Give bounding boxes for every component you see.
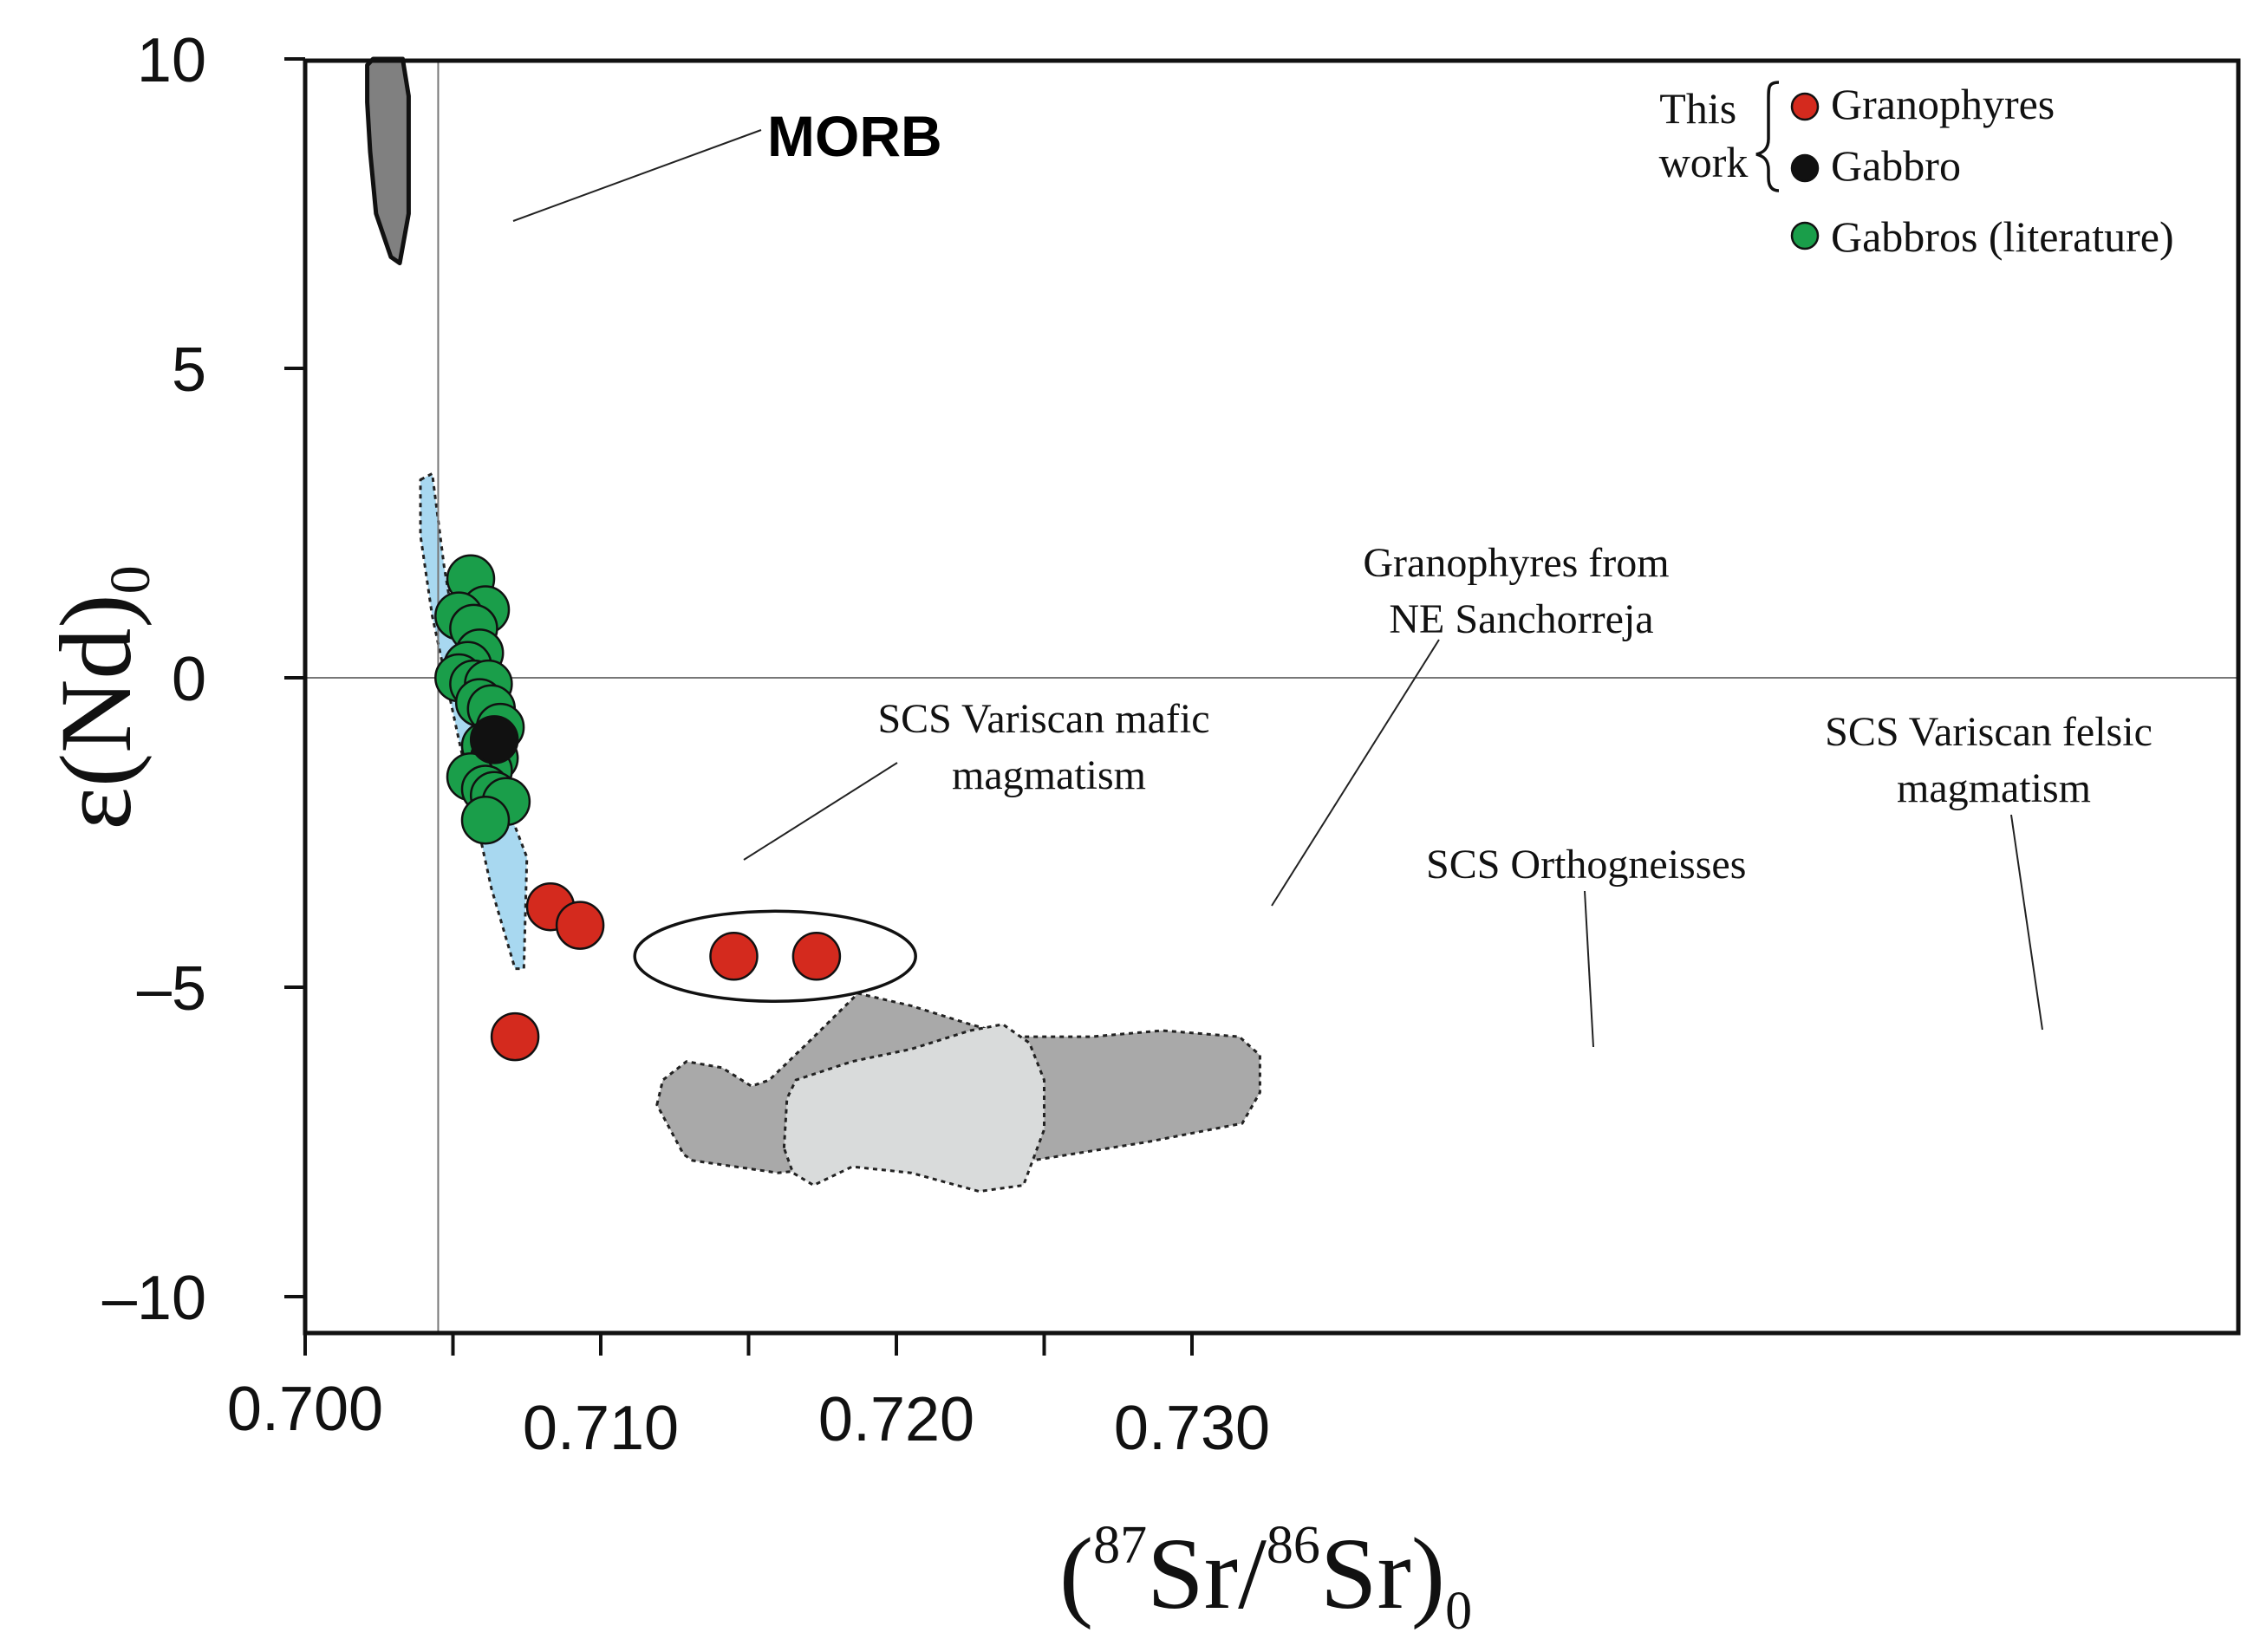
felsic-field-label-line1: SCS Variscan felsic (1825, 709, 2153, 755)
y-axis-title-main: ε(Nd) (39, 594, 153, 829)
y-axis-title-sub: 0 (99, 565, 162, 594)
x-axis-title-sub: 0 (1445, 1582, 1472, 1641)
y-axis-title: ε(Nd)0 (39, 565, 162, 829)
legend-label-gabbros-literature: Gabbros (literature) (1831, 212, 2174, 261)
plot-frame (303, 58, 2241, 1336)
point-granophyres-2 (555, 901, 605, 950)
morb-label: MORB (767, 104, 942, 168)
x-tick-label-0.720: 0.720 (818, 1385, 974, 1454)
legend-marker-granophyres (1790, 92, 1820, 121)
leader-morb (512, 129, 762, 222)
legend-marker-gabbro (1790, 153, 1820, 183)
y-tick-label-5: 5 (172, 335, 206, 405)
granophyres-ne-label: Granophyres from NE Sanchorreja (1363, 540, 1679, 642)
points (434, 554, 842, 1062)
axes: 0.700 0.710 0.720 0.730 10 5 0 –5 –10 (102, 26, 2241, 1463)
legend-label-granophyres: Granophyres (1831, 80, 2055, 128)
mafic-field-label: SCS Variscan mafic magmatism (877, 696, 1220, 798)
x-tick-label-0.710: 0.710 (523, 1394, 679, 1463)
point-granophyres-4 (709, 932, 759, 981)
x-tick-label-0.700: 0.700 (227, 1375, 383, 1444)
point-granophyres-3 (490, 1011, 540, 1062)
leader-lines (512, 129, 2043, 1048)
x-axis-title-sr-2: Sr) (1320, 1517, 1445, 1630)
granophyres-ne-ellipse (633, 909, 917, 1004)
felsic-field-label-line2: magmatism (1897, 765, 2091, 811)
y-tick-label-10: 10 (137, 26, 206, 95)
granophyres-ne-label-line2: NE Sanchorreja (1389, 596, 1653, 642)
orthogneiss-field-label: SCS Orthogneisses (1426, 842, 1746, 888)
mafic-field-label-line1: SCS Variscan mafic (877, 696, 1209, 742)
x-axis-title-sr-1: Sr/ (1147, 1517, 1267, 1630)
svg-text:ε(Nd)0: ε(Nd)0 (39, 565, 162, 829)
legend-marker-gabbros-literature (1790, 221, 1820, 250)
mafic-field-label-line2: magmatism (952, 752, 1146, 798)
x-axis-title-open: ( (1059, 1517, 1093, 1630)
leader-mafic (743, 762, 898, 861)
x-axis-title: (87Sr/86Sr)0 (1059, 1516, 1472, 1641)
y-tick-label-0: 0 (172, 645, 206, 714)
legend-brace (1755, 81, 1780, 192)
granophyres-ne-label-line1: Granophyres from (1363, 540, 1669, 586)
legend-group-label-line1: This (1659, 84, 1736, 133)
point-granophyres-5 (791, 932, 842, 981)
x-axis-title-sup-86: 86 (1267, 1516, 1320, 1575)
legend: This work Granophyres Gabbro Gabbros (li… (1659, 80, 2174, 261)
x-tick-label-0.730: 0.730 (1114, 1394, 1270, 1463)
felsic-field-label: SCS Variscan felsic magmatism (1825, 709, 2163, 811)
guides (305, 61, 2238, 1333)
point-gabbro-1 (469, 715, 519, 764)
point-gabbros-literature-20 (460, 795, 511, 845)
leader-granophyres-ne (1271, 639, 1440, 907)
legend-group-label: This work (1659, 84, 1749, 186)
y-tick-label-–5: –5 (137, 954, 206, 1024)
y-tick-label-–10: –10 (102, 1264, 206, 1333)
legend-label-gabbro: Gabbro (1831, 141, 1961, 190)
leader-orthogneisses (1584, 890, 1594, 1048)
legend-group-label-line2: work (1659, 138, 1749, 186)
leader-felsic (2010, 814, 2043, 1031)
field-scs-orthogneisses (782, 1023, 1045, 1193)
x-axis-title-sup-87: 87 (1093, 1516, 1147, 1575)
